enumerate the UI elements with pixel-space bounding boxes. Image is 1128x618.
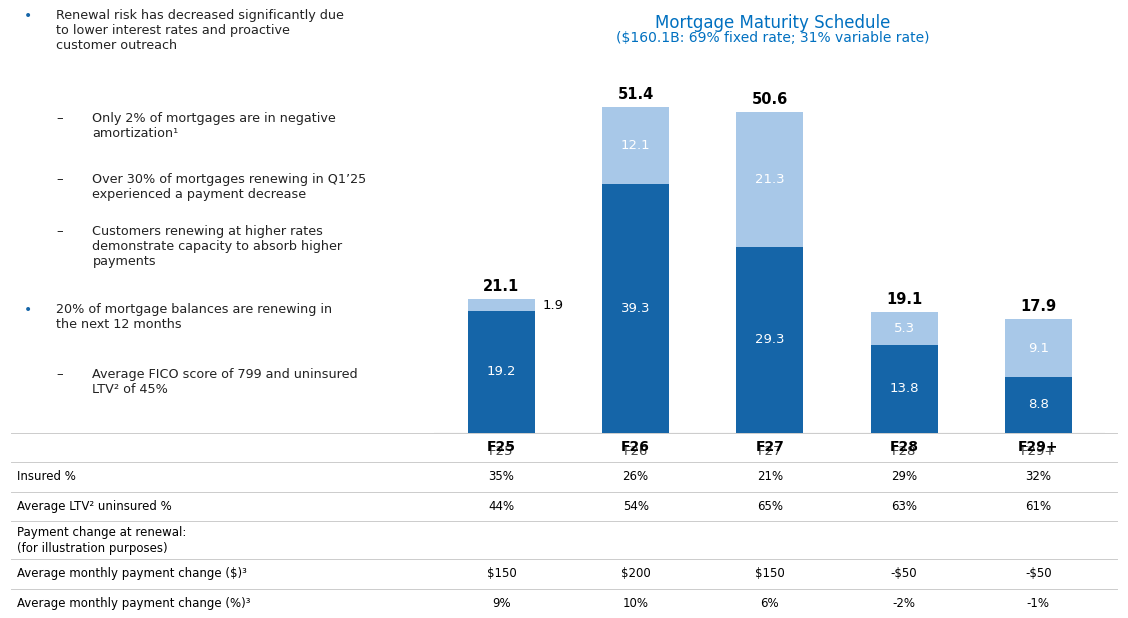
- Text: Average FICO score of 799 and uninsured
LTV² of 45%: Average FICO score of 799 and uninsured …: [92, 368, 358, 396]
- Bar: [737, 112, 803, 247]
- Text: Average LTV² uninsured %: Average LTV² uninsured %: [17, 500, 171, 513]
- Text: •: •: [24, 303, 32, 317]
- Text: 21%: 21%: [757, 470, 783, 483]
- Text: Average monthly payment change (%)³: Average monthly payment change (%)³: [17, 597, 250, 610]
- Bar: [1005, 377, 1072, 433]
- Text: –: –: [56, 173, 62, 186]
- Bar: [602, 184, 669, 433]
- Text: Customers renewing at higher rates
demonstrate capacity to absorb higher
payment: Customers renewing at higher rates demon…: [92, 225, 343, 268]
- Text: F28: F28: [890, 441, 918, 454]
- Text: 50.6: 50.6: [751, 92, 788, 108]
- Text: Payment change at renewal:
(for illustration purposes): Payment change at renewal: (for illustra…: [17, 525, 186, 554]
- Text: Over 30% of mortgages renewing in Q1’25
experienced a payment decrease: Over 30% of mortgages renewing in Q1’25 …: [92, 173, 367, 201]
- Text: 21.1: 21.1: [483, 279, 520, 294]
- Text: F29+: F29+: [1021, 445, 1056, 459]
- Text: 39.3: 39.3: [620, 302, 651, 315]
- Text: -$50: -$50: [1025, 567, 1051, 580]
- Bar: [871, 311, 937, 345]
- Text: 61%: 61%: [1025, 500, 1051, 513]
- Text: 65%: 65%: [757, 500, 783, 513]
- Text: F25: F25: [487, 441, 515, 454]
- Text: Only 2% of mortgages are in negative
amortization¹: Only 2% of mortgages are in negative amo…: [92, 112, 336, 140]
- Text: •: •: [24, 9, 32, 23]
- Text: 13.8: 13.8: [889, 383, 919, 396]
- Text: 9.1: 9.1: [1028, 342, 1049, 355]
- Bar: [737, 247, 803, 433]
- Text: $200: $200: [620, 567, 651, 580]
- Text: $150: $150: [486, 567, 517, 580]
- Text: 44%: 44%: [488, 500, 514, 513]
- Text: $150: $150: [755, 567, 785, 580]
- Text: –: –: [56, 368, 62, 381]
- Text: 9%: 9%: [492, 597, 511, 610]
- Text: -$50: -$50: [891, 567, 917, 580]
- Text: -1%: -1%: [1026, 597, 1050, 610]
- Bar: [468, 299, 535, 311]
- Text: F29+: F29+: [1019, 441, 1058, 454]
- Text: 32%: 32%: [1025, 470, 1051, 483]
- Text: Average monthly payment change ($)³: Average monthly payment change ($)³: [17, 567, 247, 580]
- Text: –: –: [56, 112, 62, 125]
- Text: 1.9: 1.9: [543, 298, 564, 311]
- Text: 54%: 54%: [623, 500, 649, 513]
- Text: F25: F25: [490, 445, 513, 459]
- Text: 17.9: 17.9: [1020, 299, 1057, 314]
- Text: 6%: 6%: [760, 597, 779, 610]
- Text: 8.8: 8.8: [1028, 398, 1049, 411]
- Text: 21.3: 21.3: [755, 173, 785, 186]
- Text: 26%: 26%: [623, 470, 649, 483]
- Text: 12.1: 12.1: [620, 139, 651, 152]
- Text: F27: F27: [758, 445, 782, 459]
- Text: 19.1: 19.1: [885, 292, 923, 307]
- Text: 5.3: 5.3: [893, 322, 915, 335]
- Text: 51.4: 51.4: [617, 87, 654, 102]
- Bar: [602, 108, 669, 184]
- Text: 29%: 29%: [891, 470, 917, 483]
- Text: 35%: 35%: [488, 470, 514, 483]
- Text: 20% of mortgage balances are renewing in
the next 12 months: 20% of mortgage balances are renewing in…: [56, 303, 332, 331]
- Text: Renewal risk has decreased significantly due
to lower interest rates and proacti: Renewal risk has decreased significantly…: [56, 9, 344, 52]
- Text: F26: F26: [624, 445, 647, 459]
- Bar: [468, 311, 535, 433]
- Text: 19.2: 19.2: [486, 365, 517, 378]
- Text: ($160.1B: 69% fixed rate; 31% variable rate): ($160.1B: 69% fixed rate; 31% variable r…: [616, 31, 929, 45]
- Text: F28: F28: [892, 445, 916, 459]
- Text: 10%: 10%: [623, 597, 649, 610]
- Text: –: –: [56, 225, 62, 238]
- Text: F27: F27: [756, 441, 784, 454]
- Text: Mortgage Maturity Schedule: Mortgage Maturity Schedule: [655, 14, 890, 32]
- Text: 63%: 63%: [891, 500, 917, 513]
- Bar: [871, 345, 937, 433]
- Text: -2%: -2%: [892, 597, 916, 610]
- Text: 29.3: 29.3: [755, 333, 785, 346]
- Text: Insured %: Insured %: [17, 470, 76, 483]
- Text: F26: F26: [622, 441, 650, 454]
- Bar: [1005, 320, 1072, 377]
